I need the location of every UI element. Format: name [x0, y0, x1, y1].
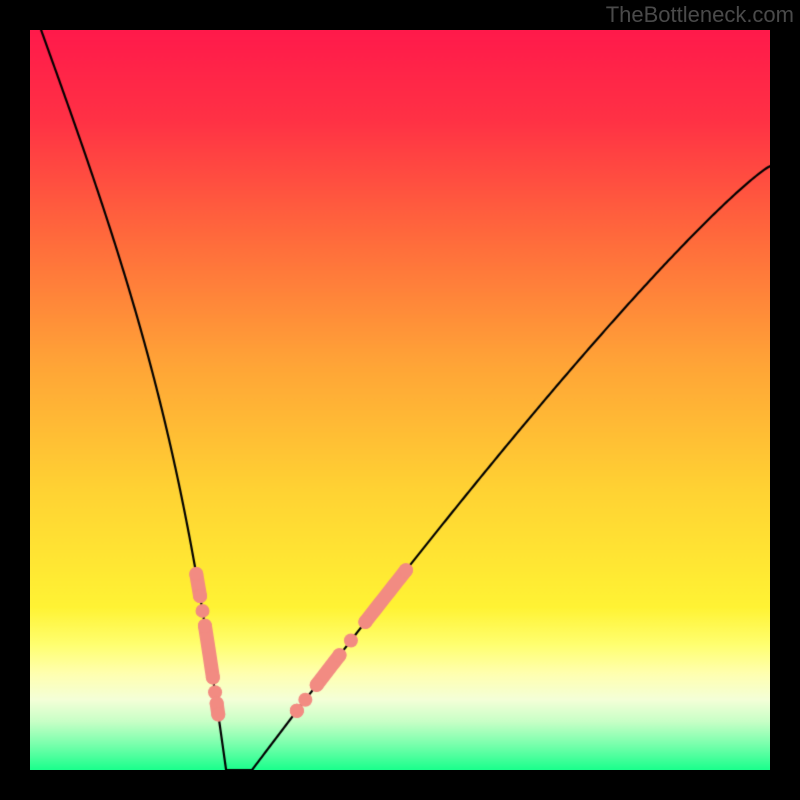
watermark-text: TheBottleneck.com: [606, 2, 794, 28]
plot-area: [30, 30, 770, 770]
bottleneck-curve: [30, 30, 770, 770]
